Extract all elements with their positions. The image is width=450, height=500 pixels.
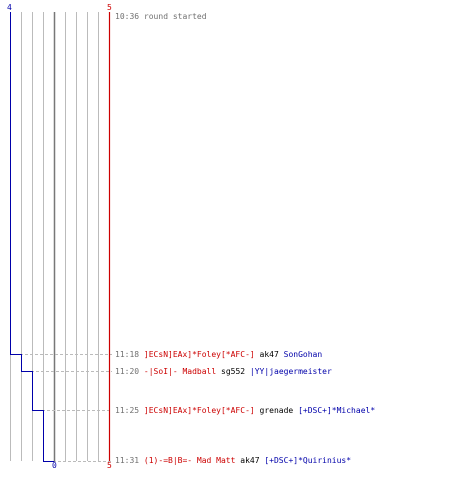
- blue-start-score: 4: [7, 3, 12, 12]
- event-row-kill: 11:25 ]ECsN]EAx]*Foley[*AFC-] grenade [+…: [115, 406, 375, 416]
- victim-name: [+DSC+]*Michael*: [298, 406, 376, 415]
- event-time: 11:18: [115, 350, 140, 359]
- weapon-name: grenade: [259, 406, 294, 415]
- event-row-kill: 11:31 (1)-=B|B=- Mad Matt ak47 [+DSC+]*Q…: [115, 456, 351, 466]
- grid-lines: [10, 12, 99, 461]
- weapon-name: ak47: [240, 456, 260, 465]
- killer-name: ]ECsN]EAx]*Foley[*AFC-]: [143, 350, 255, 359]
- event-time: 11:25: [115, 406, 140, 415]
- event-time: 10:36: [115, 12, 140, 21]
- event-message: round started: [143, 12, 207, 21]
- red-end-score: 5: [107, 461, 112, 470]
- blue-team-score-line: [10, 12, 55, 462]
- victim-name: SonGohan: [283, 350, 323, 359]
- event-row-kill: 11:18 ]ECsN]EAx]*Foley[*AFC-] ak47 SonGo…: [115, 350, 322, 360]
- event-time: 11:20: [115, 367, 140, 376]
- victim-name: [+DSC+]*Quirinius*: [264, 456, 352, 465]
- weapon-name: sg552: [221, 367, 246, 376]
- event-time: 11:31: [115, 456, 140, 465]
- weapon-name: ak47: [259, 350, 279, 359]
- killer-name: -|SoI|- Madball: [143, 367, 217, 376]
- blue-end-score: 0: [52, 461, 57, 470]
- event-row-kill: 11:20 -|SoI|- Madball sg552 |YY|jaegerme…: [115, 367, 332, 377]
- killer-name: (1)-=B|B=- Mad Matt: [143, 456, 236, 465]
- red-start-score: 5: [107, 3, 112, 12]
- victim-name: |YY|jaegermeister: [249, 367, 332, 376]
- event-guide-lines: [10, 354, 112, 462]
- event-row-round-start: 10:36 round started: [115, 12, 207, 22]
- killer-name: ]ECsN]EAx]*Foley[*AFC-]: [143, 406, 255, 415]
